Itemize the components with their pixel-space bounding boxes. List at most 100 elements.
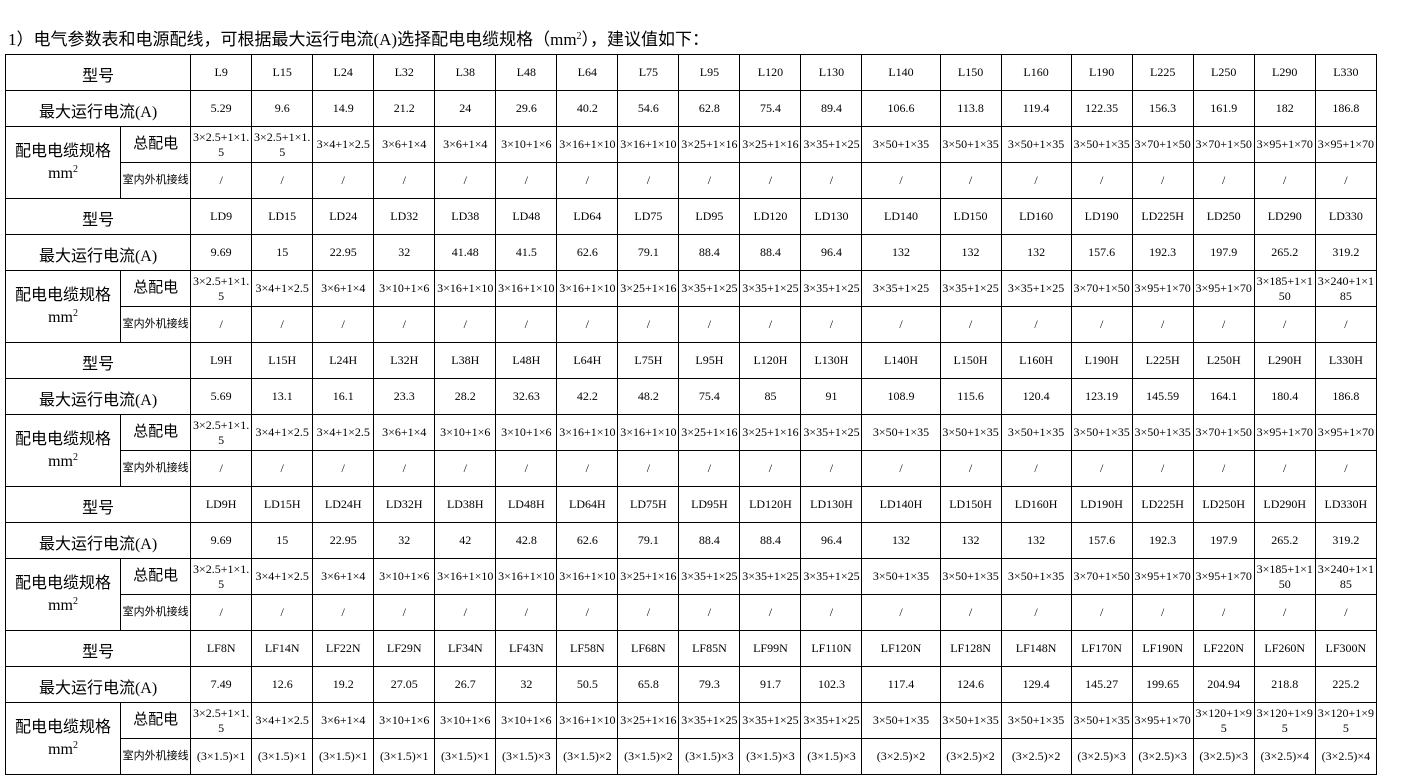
wiring-cell: / [1253,450,1316,487]
model-cell: LD95H [678,486,741,523]
current-cell: 89.4 [800,90,863,127]
model-cell: LD120H [739,486,802,523]
wiring-cell: (3×2.5)×2 [1000,738,1072,775]
model-cell: L290H [1253,342,1316,379]
wiring-cell: (3×2.5)×2 [861,738,941,775]
cable-cell: 3×50+1×35 [1070,126,1133,163]
cable-cell: 3×16+1×10 [495,270,558,307]
model-cell: LD120 [739,198,802,235]
cable-label-text: 配电电缆规格 [15,574,112,592]
current-cell: 106.6 [861,90,941,127]
unit-sup: 2 [72,451,78,463]
current-cell: 85 [739,378,802,415]
wiring-cell: (3×1.5)×3 [495,738,558,775]
cable-cell: 3×25+1×16 [617,558,680,595]
cable-cell: 3×95+1×70 [1253,126,1316,163]
model-cell: LD32H [373,486,436,523]
model-cell: L150H [939,342,1002,379]
unit-text: mm [48,452,73,470]
wiring-cell: (3×2.5)×4 [1314,738,1378,775]
model-cell: LD225H [1131,486,1194,523]
current-cell: 65.8 [617,666,680,703]
model-cell: L190H [1070,342,1133,379]
model-cell: L290 [1253,54,1316,91]
cable-cell: 3×25+1×16 [617,702,680,739]
wiring-cell: / [373,162,436,199]
model-cell: L160H [1000,342,1072,379]
wiring-cell: / [678,162,741,199]
cable-cell: 3×16+1×10 [495,558,558,595]
wiring-cell: / [251,450,314,487]
cable-cell: 3×35+1×25 [1000,270,1072,307]
current-cell: 88.4 [739,522,802,559]
current-cell: 24 [434,90,497,127]
cable-cell: 3×35+1×25 [739,558,802,595]
model-cell: L38H [434,342,497,379]
current-cell: 13.1 [251,378,314,415]
wiring-cell: / [861,450,941,487]
model-cell: L150 [939,54,1002,91]
cable-cell: 3×95+1×70 [1192,270,1255,307]
cable-cell: 3×35+1×25 [739,270,802,307]
wiring-cell: / [800,306,863,343]
current-cell: 88.4 [678,522,741,559]
wiring-cell: / [251,306,314,343]
wiring-cell: / [312,306,375,343]
cable-cell: 3×35+1×25 [861,270,941,307]
row-label: 最大运行电流(A) [4,378,192,415]
model-cell: LD75 [617,198,680,235]
cable-cell: 3×35+1×25 [800,558,863,595]
cable-cell: 3×10+1×6 [373,558,436,595]
wiring-cell: / [1192,594,1255,631]
cable-cell: 3×25+1×16 [617,270,680,307]
sub-label: 室内外机接线 [120,162,192,199]
wiring-cell: / [434,450,497,487]
current-cell: 132 [1000,234,1072,271]
model-cell: LF120N [861,630,941,667]
row-label: 型号 [4,486,192,523]
cable-cell: 3×4+1×2.5 [251,270,314,307]
cable-cell: 3×10+1×6 [495,126,558,163]
cable-cell: 3×120+1×95 [1314,702,1378,739]
current-cell: 9.69 [190,234,253,271]
unit-text: mm [48,740,73,758]
unit-sup: 2 [72,163,78,175]
current-cell: 96.4 [800,522,863,559]
wiring-row: 室内外机接线 / / / / / / / / / / / / / / / / / / / [6,594,1378,631]
cable-cell: 3×2.5+1×1.5 [190,126,253,163]
model-cell: LF34N [434,630,497,667]
cable-cell: 3×95+1×70 [1131,558,1194,595]
cable-cell: 3×120+1×95 [1253,702,1316,739]
wiring-cell: / [495,162,558,199]
wiring-cell: (3×2.5)×3 [1131,738,1194,775]
current-cell: 132 [939,234,1002,271]
cable-cell: 3×70+1×50 [1070,270,1133,307]
current-cell: 9.6 [251,90,314,127]
model-cell: LD38H [434,486,497,523]
sub-label: 室内外机接线 [120,738,192,775]
current-cell: 88.4 [678,234,741,271]
model-cell: L24 [312,54,375,91]
cable-cell: 3×35+1×25 [800,414,863,451]
model-cell: LD250 [1192,198,1255,235]
model-cell: LD130 [800,198,863,235]
current-cell: 42.2 [556,378,619,415]
wiring-cell: / [1314,450,1378,487]
model-cell: L120 [739,54,802,91]
current-cell: 132 [939,522,1002,559]
wiring-cell: / [251,594,314,631]
current-cell: 186.8 [1314,378,1378,415]
current-cell: 32 [373,522,436,559]
current-row: 最大运行电流(A) 9.69 15 22.95 32 42 42.8 62.6 79.1 88.4… [4,522,1378,559]
heading-text: 1）电气参数表和电源配线，可根据最大运行电流(A)选择配电电缆规格（mm [8,30,577,49]
cable-unit: mm2 [7,595,120,617]
row-label: 型号 [4,342,192,379]
model-cell: L225 [1131,54,1194,91]
current-cell: 218.8 [1253,666,1316,703]
heading: 1）电气参数表和电源配线，可根据最大运行电流(A)选择配电电缆规格（mm2），建… [8,30,709,50]
wiring-cell: / [1253,306,1316,343]
current-cell: 117.4 [861,666,941,703]
cable-cell: 3×95+1×70 [1131,270,1194,307]
current-cell: 62.6 [556,522,619,559]
wiring-row: 室内外机接线 (3×1.5)×1 (3×1.5)×1 (3×1.5)×1 (3×1.5)… [6,738,1378,775]
